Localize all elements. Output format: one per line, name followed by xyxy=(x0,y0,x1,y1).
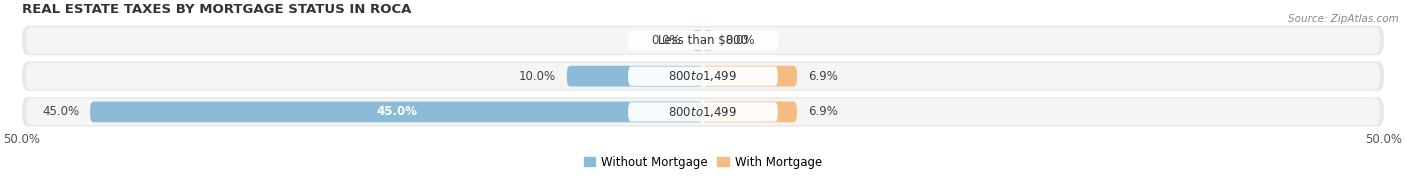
FancyBboxPatch shape xyxy=(628,31,778,50)
Text: $800 to $1,499: $800 to $1,499 xyxy=(668,69,738,83)
FancyBboxPatch shape xyxy=(27,99,1379,125)
FancyBboxPatch shape xyxy=(628,66,778,86)
FancyBboxPatch shape xyxy=(628,102,778,122)
Text: $800 to $1,499: $800 to $1,499 xyxy=(668,105,738,119)
FancyBboxPatch shape xyxy=(22,26,1384,55)
Text: 6.9%: 6.9% xyxy=(808,70,838,83)
Text: 0.0%: 0.0% xyxy=(651,34,682,47)
FancyBboxPatch shape xyxy=(692,30,703,51)
FancyBboxPatch shape xyxy=(27,63,1379,89)
FancyBboxPatch shape xyxy=(703,102,797,122)
Text: 10.0%: 10.0% xyxy=(519,70,555,83)
Text: REAL ESTATE TAXES BY MORTGAGE STATUS IN ROCA: REAL ESTATE TAXES BY MORTGAGE STATUS IN … xyxy=(22,4,412,16)
FancyBboxPatch shape xyxy=(703,30,714,51)
FancyBboxPatch shape xyxy=(22,97,1384,127)
FancyBboxPatch shape xyxy=(567,66,703,86)
FancyBboxPatch shape xyxy=(90,102,703,122)
Text: 45.0%: 45.0% xyxy=(42,105,79,118)
FancyBboxPatch shape xyxy=(22,62,1384,91)
Text: 0.0%: 0.0% xyxy=(724,34,755,47)
FancyBboxPatch shape xyxy=(703,66,797,86)
Text: Less than $800: Less than $800 xyxy=(658,34,748,47)
Text: Source: ZipAtlas.com: Source: ZipAtlas.com xyxy=(1288,14,1399,24)
Legend: Without Mortgage, With Mortgage: Without Mortgage, With Mortgage xyxy=(579,151,827,173)
Text: 45.0%: 45.0% xyxy=(375,105,418,118)
FancyBboxPatch shape xyxy=(27,27,1379,54)
Text: 6.9%: 6.9% xyxy=(808,105,838,118)
